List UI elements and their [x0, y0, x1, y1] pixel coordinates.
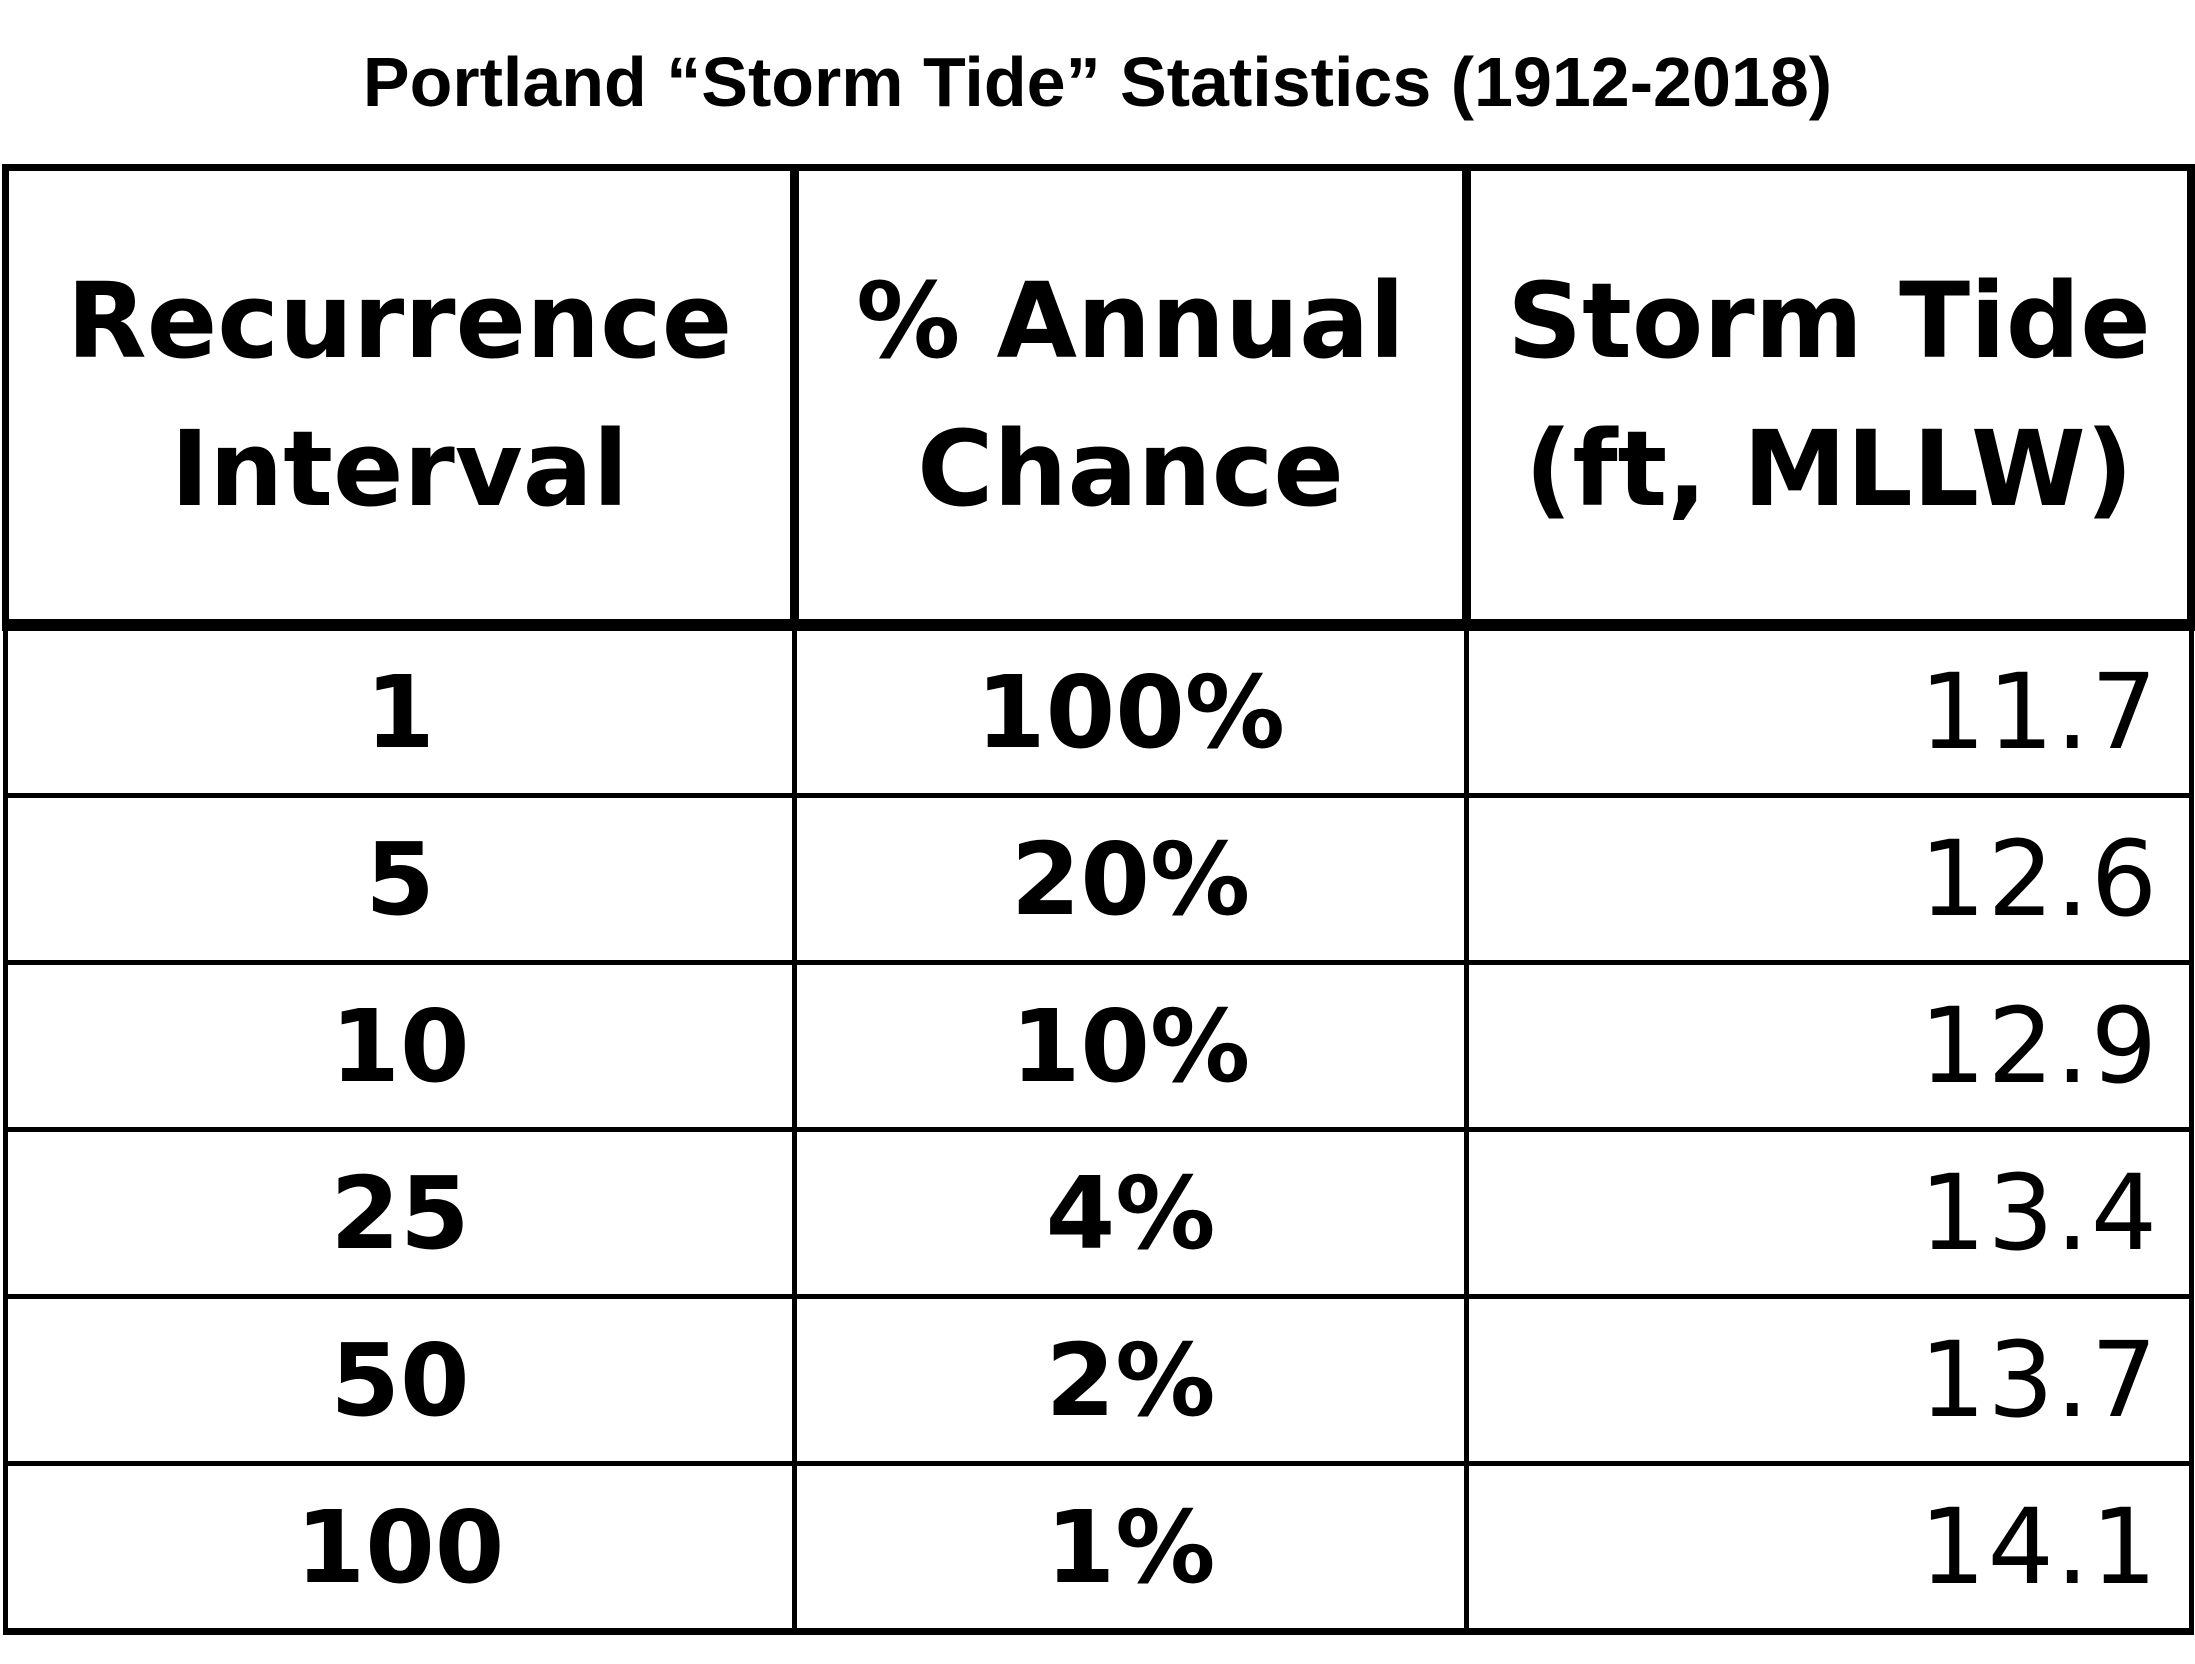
cell-annual-chance: 1%: [792, 1461, 1469, 1635]
cell-interval: 10: [3, 960, 797, 1132]
cell-storm-tide: 14.1: [1464, 1461, 2194, 1635]
cell-annual-chance: 20%: [792, 793, 1469, 965]
cell-interval: 5: [3, 793, 797, 965]
cell-interval: 50: [3, 1294, 797, 1466]
header-row: Recurrence Interval % Annual Chance Stor…: [2, 164, 2195, 631]
page-title: Portland “Storm Tide” Statistics (1912-2…: [362, 43, 1833, 121]
cell-annual-chance: 4%: [792, 1127, 1469, 1299]
header-line: Interval: [170, 408, 629, 530]
table-row: 50 2% 13.7: [3, 1294, 2194, 1466]
cell-annual-chance: 10%: [792, 960, 1469, 1132]
table-row: 5 20% 12.6: [3, 793, 2194, 965]
cell-storm-tide: 11.7: [1464, 622, 2194, 798]
header-line: Storm Tide: [1507, 260, 2151, 382]
cell-storm-tide: 13.7: [1464, 1294, 2194, 1466]
table-row: 25 4% 13.4: [3, 1127, 2194, 1299]
table-row: 1 100% 11.7: [3, 622, 2194, 798]
storm-tide-table: Recurrence Interval % Annual Chance Stor…: [2, 164, 2195, 1635]
header-annual-chance: % Annual Chance: [791, 164, 1471, 631]
table-row: 100 1% 14.1: [3, 1461, 2194, 1635]
header-line: Recurrence: [66, 260, 733, 382]
header-storm-tide: Storm Tide (ft, MLLW): [1463, 164, 2195, 631]
table-row: 10 10% 12.9: [3, 960, 2194, 1132]
cell-interval: 1: [3, 622, 797, 798]
header-line: % Annual: [856, 260, 1405, 382]
cell-storm-tide: 12.9: [1464, 960, 2194, 1132]
header-line: (ft, MLLW): [1524, 408, 2134, 530]
cell-interval: 25: [3, 1127, 797, 1299]
cell-interval: 100: [3, 1461, 797, 1635]
cell-storm-tide: 12.6: [1464, 793, 2194, 965]
cell-annual-chance: 2%: [792, 1294, 1469, 1466]
cell-storm-tide: 13.4: [1464, 1127, 2194, 1299]
header-recurrence-interval: Recurrence Interval: [2, 164, 799, 631]
header-line: Chance: [917, 408, 1344, 530]
cell-annual-chance: 100%: [792, 622, 1469, 798]
